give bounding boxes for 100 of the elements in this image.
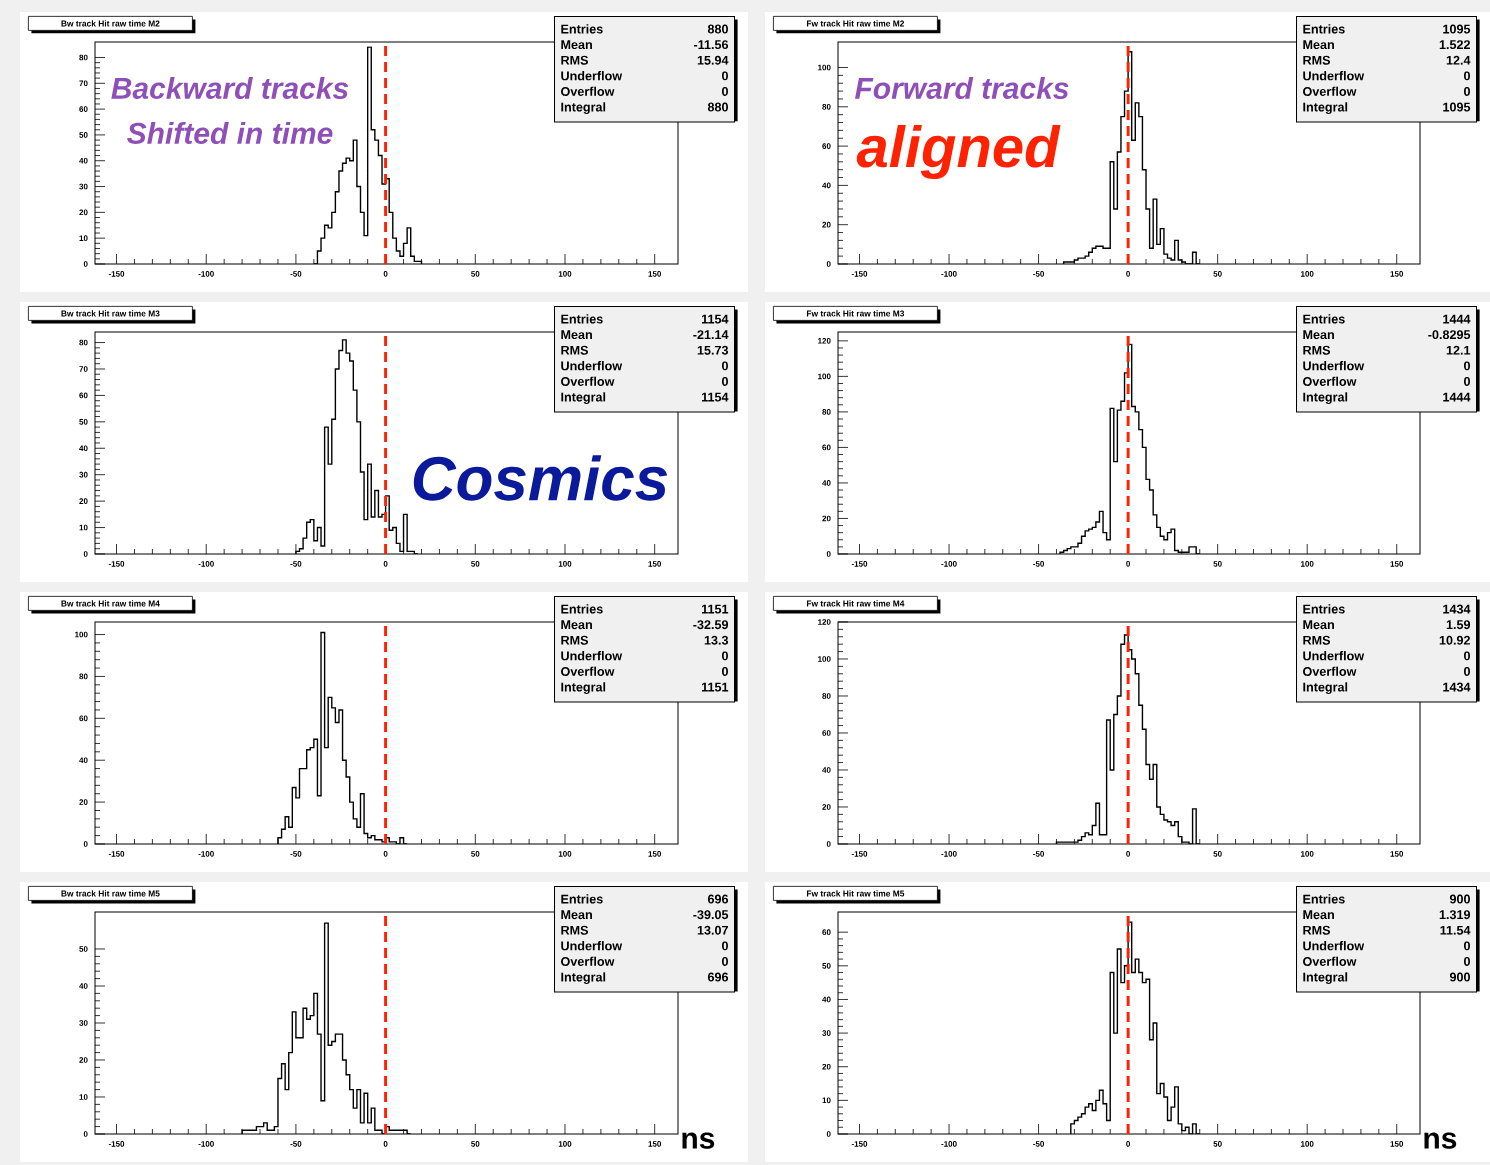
x-tick-label: -50: [290, 851, 302, 857]
y-tick-label: 50: [79, 946, 88, 952]
annotation: aligned: [856, 124, 1061, 180]
text: 1444: [1443, 392, 1471, 402]
y-tick-label: 60: [822, 444, 831, 451]
annotation: Overflow: [1303, 376, 1357, 386]
annotation: RMS: [1303, 925, 1331, 935]
x-tick-label: 0: [1126, 1141, 1130, 1147]
text: 13.07: [697, 925, 728, 935]
annotation: Overflow: [1303, 956, 1357, 966]
y-tick-label: 60: [822, 929, 831, 935]
annotation: Mean: [1303, 40, 1334, 50]
x-tick-label: 150: [1390, 561, 1404, 567]
annotation: RMS: [561, 635, 588, 645]
x-tick-label: 0: [1126, 271, 1130, 277]
y-tick-label: 100: [75, 631, 88, 638]
annotation: Backward tracks: [111, 76, 349, 100]
x-tick-label: 50: [471, 561, 480, 567]
text: 0: [722, 71, 728, 81]
x-tick-label: -150: [108, 1141, 125, 1147]
x-tick-label: 0: [1126, 851, 1130, 857]
x-tick-label: -100: [198, 561, 214, 567]
y-tick-label: 120: [818, 619, 831, 625]
text: 0: [1464, 86, 1470, 96]
chart-title: Fw track Hit raw time M3: [806, 310, 905, 317]
x-tick-label: -50: [290, 561, 302, 567]
annotation: Overflow: [1303, 86, 1357, 96]
x-tick-label: 50: [471, 1141, 480, 1147]
text: -0.8295: [1428, 330, 1471, 340]
annotation: Overflow: [561, 666, 615, 676]
text: 696: [707, 894, 729, 904]
chart-title: Fw track Hit raw time M5: [806, 890, 905, 897]
text: 12.4: [1446, 55, 1471, 65]
text: 0: [722, 651, 728, 661]
text: 1154: [701, 392, 729, 402]
y-tick-label: 40: [822, 767, 831, 773]
chart-title: Bw track Hit raw time M3: [61, 310, 160, 317]
annotation: Overflow: [561, 376, 615, 386]
x-tick-label: -100: [941, 271, 957, 277]
y-tick-label: 10: [79, 524, 88, 531]
x-tick-label: 150: [648, 851, 662, 857]
text: 880: [707, 102, 728, 112]
y-tick-label: 0: [826, 261, 831, 267]
text: 11.54: [1440, 925, 1471, 935]
x-tick-label: 100: [1301, 851, 1314, 857]
x-tick-label: -100: [198, 271, 214, 277]
text: 0: [722, 376, 728, 386]
annotation: Mean: [561, 40, 592, 50]
text: 0: [1464, 941, 1470, 951]
annotation: RMS: [561, 925, 588, 935]
y-tick-label: 60: [79, 715, 88, 722]
text: Entries: [561, 314, 603, 324]
y-tick-label: 100: [818, 656, 831, 662]
x-tick-label: 100: [1301, 1141, 1314, 1147]
text: 1095: [1443, 102, 1471, 112]
text: 0: [1464, 666, 1470, 676]
y-tick-label: 80: [822, 103, 831, 110]
y-tick-label: 70: [79, 80, 88, 87]
y-tick-label: 0: [83, 261, 88, 267]
x-tick-label: 0: [383, 271, 388, 277]
annotation: Mean: [1303, 330, 1334, 340]
chart-title: Bw track Hit raw time M4: [61, 600, 160, 607]
y-tick-label: 20: [822, 221, 831, 228]
text: 0: [1464, 956, 1470, 966]
y-tick-label: 60: [822, 143, 831, 149]
annotation: Underflow: [561, 71, 623, 81]
annotation: Mean: [1303, 910, 1334, 920]
x-tick-label: 100: [558, 1141, 572, 1147]
x-tick-label: 100: [558, 561, 572, 567]
text: 0: [722, 86, 728, 96]
y-tick-label: 50: [79, 419, 88, 425]
annotation: Overflow: [561, 956, 615, 966]
x-tick-label: 150: [1390, 1141, 1404, 1147]
y-tick-label: 30: [822, 1030, 831, 1036]
x-tick-label: 0: [383, 1141, 388, 1147]
annotation: Shifted in time: [127, 121, 333, 145]
text: 880: [707, 24, 728, 34]
x-tick-label: 150: [648, 271, 662, 277]
annotation: Mean: [561, 330, 592, 340]
x-tick-label: 100: [1301, 561, 1314, 567]
x-tick-label: -50: [1033, 561, 1045, 567]
text: Entries: [1303, 24, 1345, 34]
text: Entries: [561, 24, 603, 34]
annotation: Integral: [561, 102, 606, 115]
x-tick-label: -150: [108, 851, 125, 857]
x-tick-label: -150: [851, 851, 868, 857]
y-tick-label: 40: [79, 157, 88, 164]
annotation: Underflow: [561, 651, 623, 661]
text: 0: [722, 956, 728, 966]
text: 15.73: [697, 345, 729, 355]
y-tick-label: 80: [822, 693, 831, 699]
y-tick-label: 0: [826, 841, 831, 847]
annotation: Overflow: [561, 86, 615, 96]
y-tick-label: 30: [79, 183, 88, 190]
text: 0: [722, 941, 728, 951]
y-tick-label: 0: [826, 551, 831, 557]
x-tick-label: 100: [558, 271, 572, 277]
annotation: Integral: [561, 972, 606, 985]
text: 15.94: [697, 55, 729, 65]
x-tick-label: -100: [198, 851, 214, 857]
